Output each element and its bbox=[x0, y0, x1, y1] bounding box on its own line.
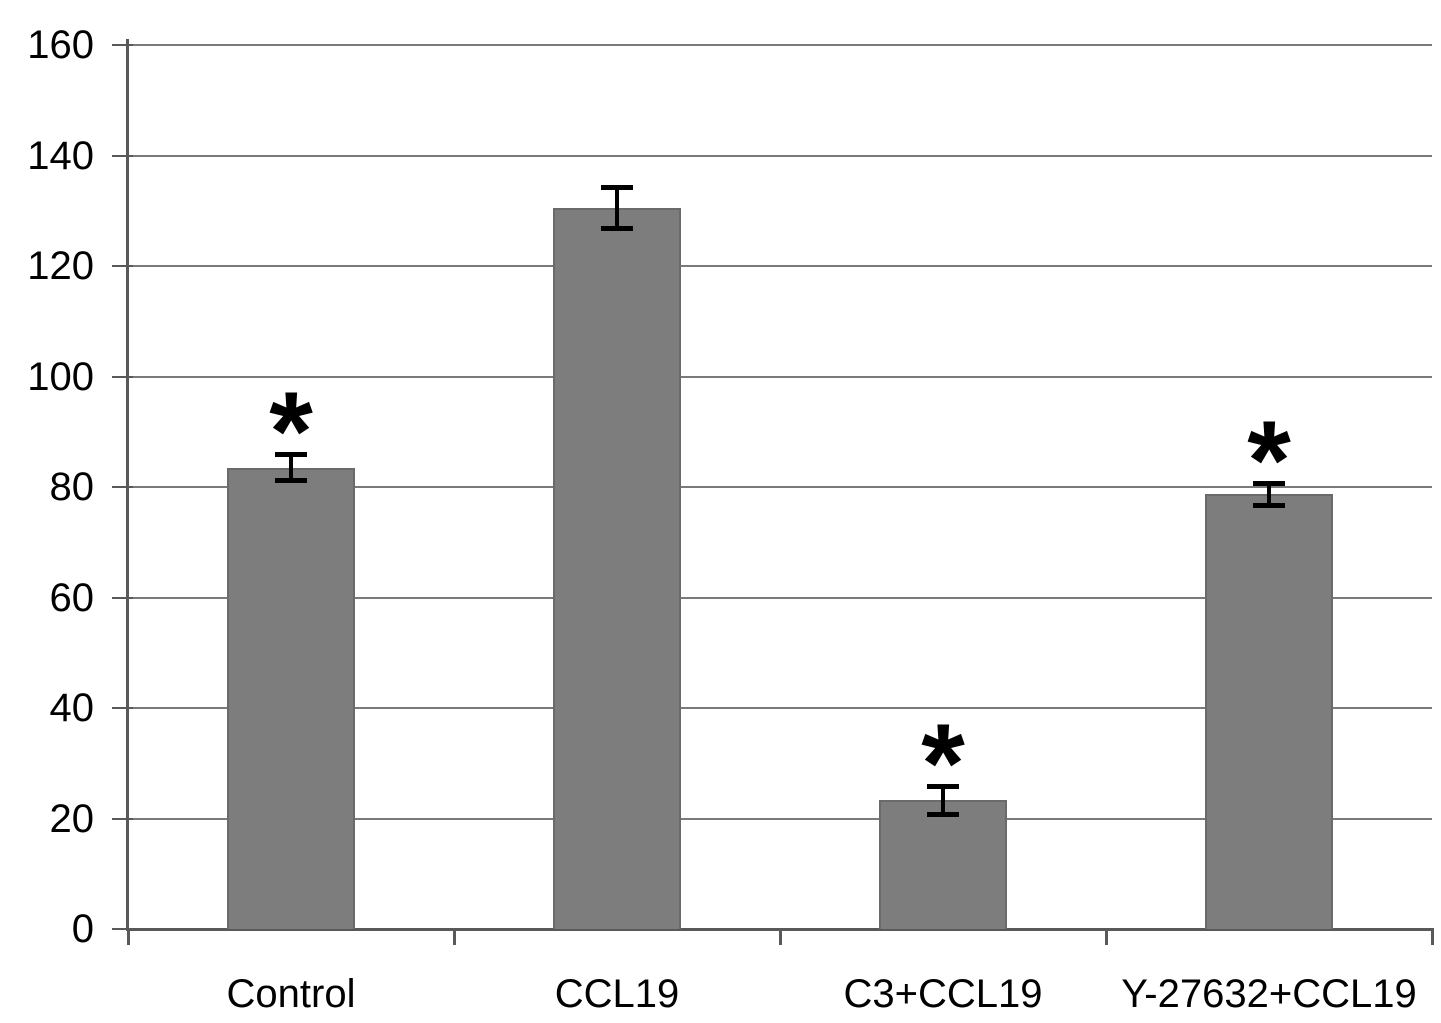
x-axis bbox=[126, 928, 1434, 931]
y-tick-mark bbox=[112, 817, 133, 820]
y-tick-mark bbox=[112, 928, 133, 930]
x-tick-mark bbox=[1105, 931, 1108, 945]
y-tick-mark bbox=[112, 44, 133, 46]
error-bar-cap-bottom bbox=[1253, 502, 1285, 508]
y-axis bbox=[126, 39, 129, 931]
significance-asterisk: * bbox=[921, 700, 965, 826]
error-bar-cap-bottom bbox=[601, 225, 633, 231]
error-bar bbox=[289, 453, 293, 482]
gridline bbox=[128, 375, 1432, 378]
gridline bbox=[128, 817, 1432, 820]
gridline bbox=[128, 44, 1432, 46]
y-tick-label: 140 bbox=[27, 133, 94, 178]
y-tick-label: 0 bbox=[71, 907, 94, 951]
y-tick-label: 20 bbox=[49, 796, 95, 841]
bar-ccl19 bbox=[553, 207, 681, 929]
y-tick-label: 40 bbox=[49, 686, 95, 730]
x-tick-mark bbox=[1431, 931, 1434, 945]
x-axis-label: CCL19 bbox=[554, 972, 680, 1016]
y-tick-mark bbox=[112, 375, 133, 378]
bar-y-27632-ccl19 bbox=[1205, 494, 1333, 929]
bar-control bbox=[227, 467, 355, 929]
error-bar-cap-bottom bbox=[927, 811, 959, 817]
error-bar bbox=[941, 785, 945, 815]
gridline bbox=[128, 265, 1432, 267]
error-bar-cap-top bbox=[927, 783, 959, 789]
error-bar-cap-top bbox=[601, 184, 633, 190]
y-tick-label: 80 bbox=[49, 465, 95, 509]
error-bar-cap-top bbox=[275, 451, 307, 457]
x-tick-mark bbox=[127, 931, 130, 945]
error-bar bbox=[1267, 482, 1271, 506]
y-tick-mark bbox=[112, 707, 133, 709]
y-tick-mark bbox=[112, 154, 133, 157]
x-tick-mark bbox=[453, 931, 456, 945]
y-tick-label: 100 bbox=[27, 354, 94, 399]
y-tick-mark bbox=[112, 486, 133, 488]
x-axis-label: Control bbox=[226, 972, 356, 1016]
gridline bbox=[128, 486, 1432, 488]
significance-asterisk: * bbox=[1247, 397, 1291, 523]
gridline bbox=[128, 596, 1432, 599]
error-bar bbox=[615, 186, 619, 229]
x-axis-label: Y-27632+CCL19 bbox=[1121, 972, 1417, 1016]
y-tick-mark bbox=[112, 596, 133, 599]
y-tick-label: 60 bbox=[49, 575, 95, 620]
y-tick-mark bbox=[112, 265, 133, 267]
x-axis-label: C3+CCL19 bbox=[843, 972, 1043, 1016]
x-tick-mark bbox=[779, 931, 782, 945]
gridline bbox=[128, 707, 1432, 709]
error-bar-cap-top bbox=[1253, 480, 1285, 486]
gridline bbox=[128, 154, 1432, 157]
bar-c3-ccl19 bbox=[879, 800, 1007, 929]
y-tick-label: 120 bbox=[27, 244, 94, 288]
significance-asterisk: * bbox=[269, 368, 313, 494]
y-tick-label: 160 bbox=[27, 23, 94, 67]
error-bar-cap-bottom bbox=[275, 478, 307, 484]
